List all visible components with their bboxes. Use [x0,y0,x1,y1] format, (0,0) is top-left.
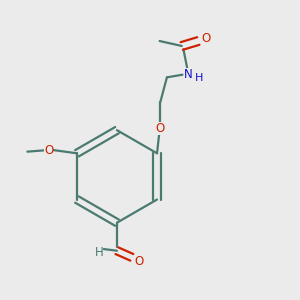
Text: N: N [184,68,193,80]
Text: O: O [44,143,53,157]
Text: O: O [201,32,211,45]
Text: O: O [134,255,144,268]
Text: O: O [156,122,165,135]
Text: H: H [195,73,203,83]
Text: H: H [94,246,103,259]
